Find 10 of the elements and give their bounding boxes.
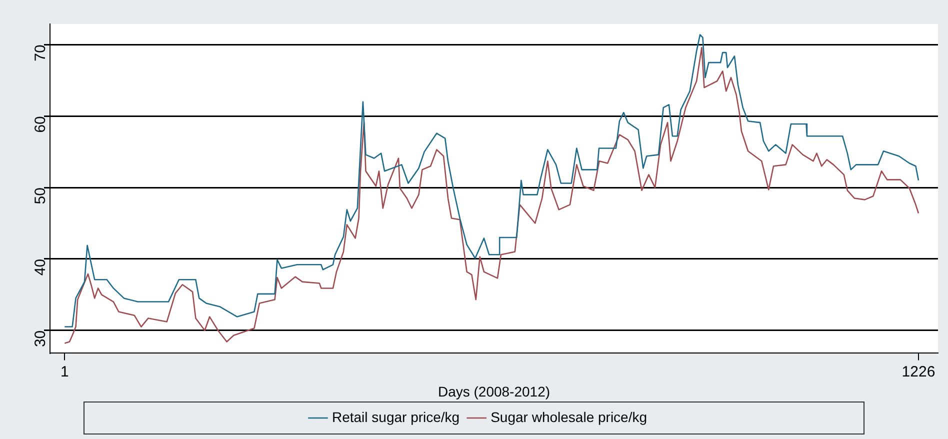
y-tick-label: 70 [32, 44, 50, 62]
x-axis-title: Days (2008-2012) [438, 383, 550, 400]
legend-label: Retail sugar price/kg [332, 408, 460, 425]
x-tick-label: 1 [60, 363, 69, 380]
y-tick-label: 60 [32, 116, 50, 133]
y-tick-label: 40 [32, 258, 50, 276]
x-tick-label: 1226 [902, 363, 936, 380]
y-tick-label: 30 [32, 330, 50, 348]
legend-label: Sugar wholesale price/kg [490, 408, 648, 425]
y-tick-label: 50 [32, 188, 50, 204]
